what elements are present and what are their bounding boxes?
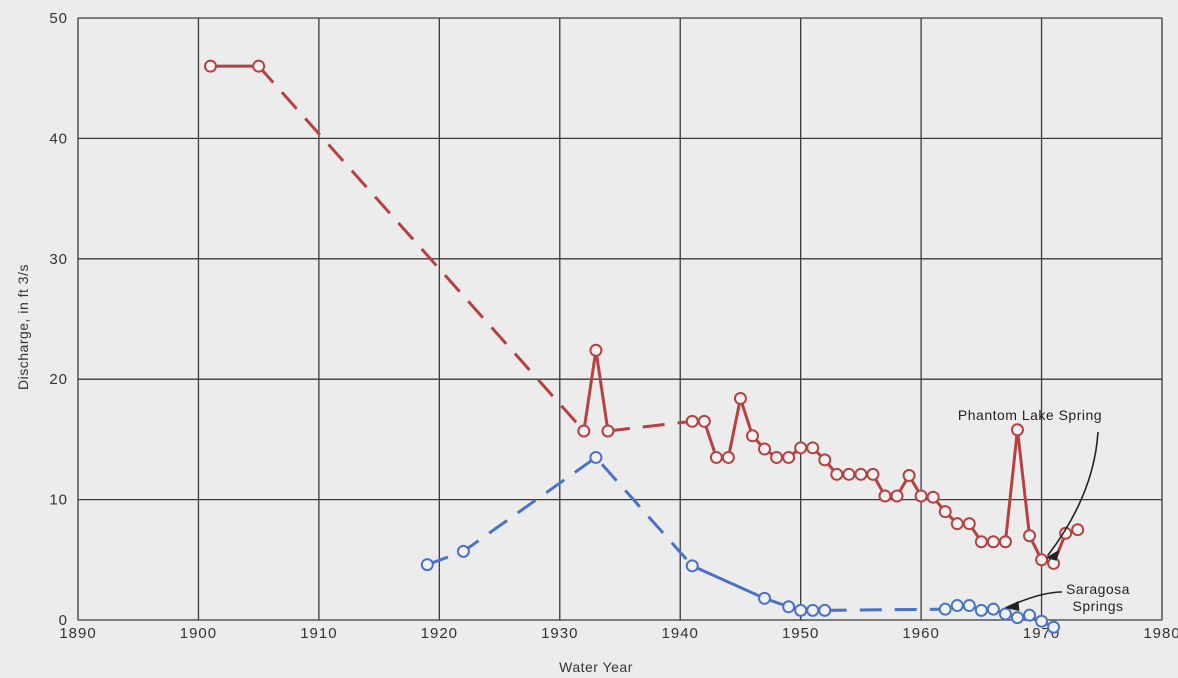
data-point: [950, 599, 964, 613]
series-line: [582, 348, 610, 432]
data-point: [938, 505, 952, 519]
data-point: [806, 603, 820, 617]
data-point: [998, 607, 1012, 621]
data-point: [962, 599, 976, 613]
data-point: [601, 424, 615, 438]
data-point: [1035, 614, 1049, 628]
grid: [77, 17, 1163, 621]
annotation-saragosa-line1: Saragosa: [1066, 581, 1130, 597]
data-point: [890, 489, 904, 503]
annotation-arrow: [1046, 431, 1099, 557]
data-point: [854, 467, 868, 481]
data-point: [842, 467, 856, 481]
data-point: [818, 603, 832, 617]
data-point: [866, 467, 880, 481]
x-axis-title: Water Year: [559, 659, 633, 675]
data-point: [830, 467, 844, 481]
data-point: [950, 517, 964, 531]
y-axis-title: Discharge, in ft 3/s: [15, 264, 31, 390]
data-point: [962, 517, 976, 531]
data-point: [758, 442, 772, 456]
x-tick-label: 1890: [59, 625, 96, 642]
arrow-head: [1045, 549, 1060, 561]
series-line: [607, 419, 693, 433]
annotation-saragosa-line2: Springs: [1073, 598, 1124, 614]
data-point: [721, 450, 735, 464]
data-point: [782, 450, 796, 464]
x-tick-label: 1960: [902, 625, 939, 642]
data-point: [1010, 423, 1024, 437]
x-tick-label: 1900: [180, 625, 217, 642]
data-point: [1023, 608, 1037, 622]
series-line: [692, 396, 1079, 565]
data-point: [252, 59, 266, 73]
data-point: [878, 489, 892, 503]
series-line: [257, 65, 585, 432]
y-tick-label: 30: [49, 251, 68, 268]
arrow-head: [1005, 600, 1020, 611]
data-point: [1035, 553, 1049, 567]
data-point: [1010, 611, 1024, 625]
data-point: [974, 603, 988, 617]
data-point: [902, 469, 916, 483]
data-point: [420, 558, 434, 572]
y-tick-label: 40: [49, 130, 68, 147]
data-point: [974, 535, 988, 549]
data-point: [818, 453, 832, 467]
data-point: [745, 429, 759, 443]
series-line: [691, 564, 825, 612]
data-point: [926, 490, 940, 504]
data-point: [986, 535, 1000, 549]
data-point: [577, 424, 591, 438]
series-saragosa-springs: [420, 450, 1061, 634]
series-line: [824, 607, 946, 612]
data-point: [794, 441, 808, 455]
data-point: [782, 600, 796, 614]
data-point: [806, 441, 820, 455]
x-tick-label: 1910: [300, 625, 337, 642]
data-point: [770, 450, 784, 464]
y-tick-label: 20: [49, 371, 68, 388]
data-point: [938, 602, 952, 616]
y-tick-label: 50: [49, 10, 68, 27]
x-tick-label: 1980: [1143, 625, 1178, 642]
data-point: [589, 343, 603, 357]
annotation-phantom-lake-spring: Phantom Lake Spring: [958, 407, 1102, 423]
data-point: [589, 450, 603, 464]
data-point: [758, 591, 772, 605]
data-point: [203, 59, 217, 73]
series-layer: [203, 59, 1085, 634]
data-point: [1047, 620, 1061, 634]
data-point: [794, 603, 808, 617]
data-point: [998, 535, 1012, 549]
data-point: [685, 559, 699, 573]
data-point: [697, 414, 711, 428]
series-line: [426, 455, 694, 567]
y-tick-label: 10: [49, 492, 68, 509]
data-point: [914, 489, 928, 503]
data-point: [685, 414, 699, 428]
data-point: [1071, 523, 1085, 537]
data-point: [1059, 526, 1073, 540]
series-phantom-lake-spring: [203, 59, 1085, 570]
x-tick-label: 1930: [541, 625, 578, 642]
y-tick-label: 0: [59, 612, 68, 629]
data-point: [1023, 529, 1037, 543]
x-tick-label: 1940: [662, 625, 699, 642]
data-point: [709, 450, 723, 464]
x-tick-label: 1950: [782, 625, 819, 642]
data-point: [733, 391, 747, 405]
data-point: [456, 544, 470, 558]
x-tick-label: 1920: [421, 625, 458, 642]
data-point: [986, 602, 1000, 616]
